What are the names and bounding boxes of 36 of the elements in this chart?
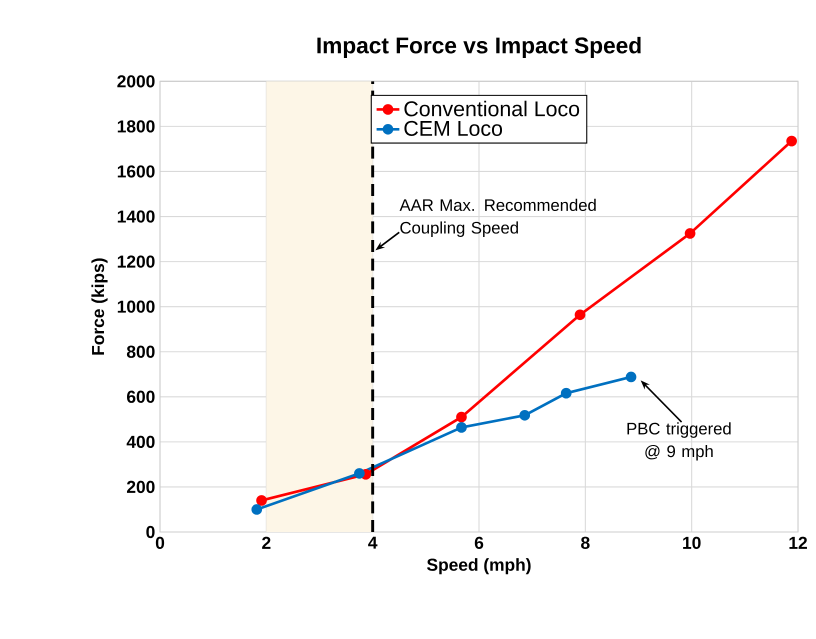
- y-tick-label: 1200: [118, 255, 155, 268]
- annotation: PBC triggered @ 9 mph: [627, 422, 731, 460]
- point: [574, 309, 586, 320]
- x-tick-label: 4: [368, 536, 378, 549]
- point: [456, 422, 467, 433]
- point: [786, 136, 797, 146]
- y-tick-label: 0: [146, 526, 155, 538]
- x-axis-title: Speed (mph): [427, 558, 531, 574]
- chart-title: Impact Force vs Impact Speed: [317, 36, 641, 58]
- y-tick-label: 800: [126, 346, 155, 358]
- y-tick-label: 400: [126, 436, 155, 448]
- point: [251, 504, 262, 515]
- y-tick-label: 1400: [118, 210, 155, 223]
- point: [456, 412, 467, 422]
- legend-label: Conventional Loco: [404, 100, 580, 116]
- y-axis-title: Force (kips): [91, 258, 108, 355]
- point: [626, 372, 636, 382]
- y-tick-label: 2000: [117, 75, 155, 88]
- x-tick-label: 12: [789, 536, 807, 549]
- x-tick-label: 0: [156, 536, 164, 549]
- y-tick-label: 1600: [118, 165, 155, 178]
- point: [684, 228, 696, 239]
- x-tick-label: 6: [474, 536, 484, 549]
- x-tick-label: 10: [683, 536, 701, 549]
- point: [519, 410, 530, 421]
- point: [354, 468, 365, 479]
- x-tick-label: 8: [581, 536, 590, 549]
- point: [256, 495, 267, 506]
- annotation: AAR Max. Recommended Coupling Speed: [400, 198, 596, 237]
- y-tick-label: 200: [126, 480, 155, 494]
- x-tick-label: 2: [262, 536, 270, 549]
- y-tick-label: 1800: [118, 120, 155, 133]
- point: [560, 388, 572, 399]
- y-tick-label: 600: [127, 390, 155, 403]
- legend-label: CEM Loco: [404, 120, 502, 136]
- y-tick-label: 1000: [118, 300, 155, 313]
